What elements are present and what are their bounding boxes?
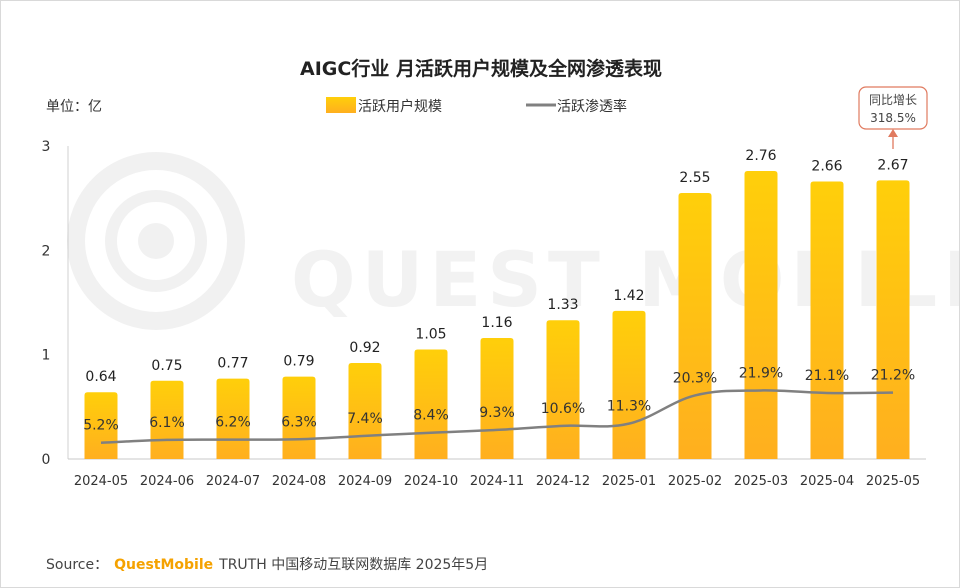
x-tick-label: 2024-05 bbox=[74, 474, 128, 489]
penetration-value-label: 6.3% bbox=[281, 414, 317, 430]
x-ticks: 2024-05 2024-06 2024-07 2024-08 2024-09 2024-… bbox=[74, 474, 920, 489]
bar-value-label: 0.92 bbox=[349, 340, 380, 356]
watermark: QUEST MOBILE bbox=[67, 152, 959, 330]
x-tick-label: 2025-01 bbox=[602, 474, 656, 489]
bar bbox=[744, 171, 778, 460]
source-suffix: TRUTH 中国移动互联网数据库 2025年5月 bbox=[218, 557, 488, 573]
penetration-value-label: 11.3% bbox=[607, 399, 651, 415]
penetration-value-label: 21.9% bbox=[739, 365, 783, 381]
bar-value-label: 0.79 bbox=[283, 354, 314, 370]
penetration-line bbox=[100, 389, 894, 444]
y-tick-label: 2 bbox=[42, 243, 51, 259]
source-prefix: Source： bbox=[46, 557, 108, 573]
penetration-value-label: 6.2% bbox=[215, 415, 251, 431]
bars bbox=[84, 171, 910, 460]
y-tick-label: 3 bbox=[42, 139, 51, 155]
penetration-value-label: 20.3% bbox=[673, 370, 717, 386]
growth-title: 同比增长 bbox=[869, 93, 917, 107]
legend-bar-label: 活跃用户规模 bbox=[358, 98, 442, 115]
penetration-value-label: 5.2% bbox=[83, 418, 119, 434]
legend-line-label: 活跃渗透率 bbox=[557, 98, 627, 115]
x-tick-label: 2025-04 bbox=[800, 474, 854, 489]
x-tick-label: 2025-05 bbox=[866, 474, 920, 489]
bar bbox=[546, 320, 580, 459]
bar bbox=[810, 181, 844, 459]
x-tick-label: 2024-08 bbox=[272, 474, 326, 489]
x-tick-label: 2024-06 bbox=[140, 474, 194, 489]
bar-value-label: 1.33 bbox=[547, 297, 578, 313]
x-tick-label: 2025-03 bbox=[734, 474, 788, 489]
bar bbox=[678, 192, 712, 459]
bar-value-label: 2.67 bbox=[877, 157, 908, 173]
bar-value-label: 1.05 bbox=[415, 326, 446, 342]
x-tick-label: 2024-11 bbox=[470, 474, 524, 489]
bar-value-label: 0.64 bbox=[85, 369, 116, 385]
penetration-value-label: 21.2% bbox=[871, 368, 915, 384]
x-tick-label: 2024-09 bbox=[338, 474, 392, 489]
bar-value-label: 1.42 bbox=[613, 288, 644, 304]
source-brand: QuestMobile bbox=[114, 557, 213, 573]
penetration-labels: 5.2% 6.1% 6.2% 6.3% 7.4% 8.4% 9.3% 10.6% 11.3% 20… bbox=[83, 365, 915, 433]
bar-value-label: 2.55 bbox=[679, 170, 710, 186]
y-ticks: 0 1 2 3 bbox=[42, 139, 51, 468]
unit-label: 单位：亿 bbox=[46, 99, 102, 115]
bar-labels: 0.64 0.75 0.77 0.79 0.92 1.05 1.16 1.33 1.42 2.55… bbox=[85, 148, 908, 385]
growth-arrow-head bbox=[888, 129, 898, 137]
penetration-value-label: 8.4% bbox=[413, 408, 449, 424]
bar-value-label: 0.75 bbox=[151, 358, 182, 374]
bar-value-label: 2.76 bbox=[745, 148, 776, 164]
bar-value-label: 0.77 bbox=[217, 356, 248, 372]
bar bbox=[612, 310, 646, 459]
x-tick-label: 2025-02 bbox=[668, 474, 722, 489]
penetration-value-label: 10.6% bbox=[541, 401, 585, 417]
growth-value: 318.5% bbox=[870, 111, 916, 125]
penetration-value-label: 7.4% bbox=[347, 411, 383, 427]
bar-value-label: 1.16 bbox=[481, 315, 512, 331]
source-line: Source： QuestMobile TRUTH 中国移动互联网数据库 2025年… bbox=[46, 557, 488, 573]
growth-annotation: 同比增长 318.5% bbox=[858, 86, 928, 149]
legend-bar-swatch bbox=[326, 97, 356, 113]
x-tick-label: 2024-12 bbox=[536, 474, 590, 489]
bar bbox=[876, 180, 910, 459]
y-tick-label: 1 bbox=[42, 348, 51, 364]
legend: 活跃用户规模 活跃渗透率 bbox=[326, 97, 627, 115]
bar bbox=[480, 337, 514, 459]
chart-title: AIGC行业 月活跃用户规模及全网渗透表现 bbox=[300, 57, 662, 80]
watermark-text: QUEST MOBILE bbox=[291, 235, 959, 324]
penetration-value-label: 6.1% bbox=[149, 415, 185, 431]
bar-value-label: 2.66 bbox=[811, 158, 842, 174]
penetration-value-label: 9.3% bbox=[479, 405, 515, 421]
x-tick-label: 2024-07 bbox=[206, 474, 260, 489]
x-tick-label: 2024-10 bbox=[404, 474, 458, 489]
penetration-value-label: 21.1% bbox=[805, 368, 849, 384]
y-tick-label: 0 bbox=[42, 452, 51, 468]
bar bbox=[414, 349, 448, 459]
